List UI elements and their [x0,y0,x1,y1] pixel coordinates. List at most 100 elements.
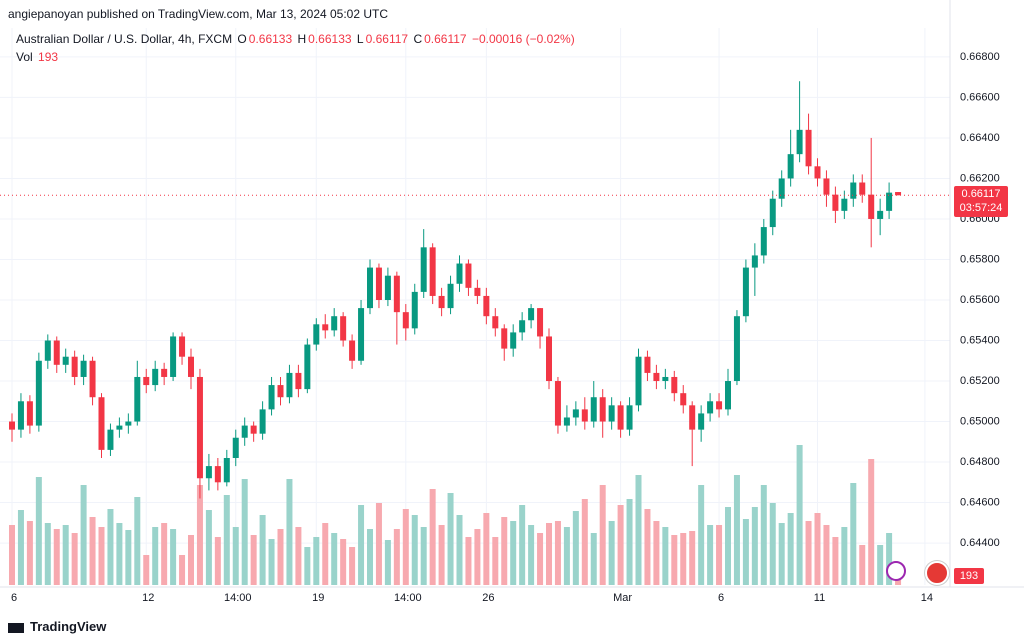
volume-bar [519,505,526,585]
candle-body [349,340,356,361]
volume-bar [340,539,347,585]
x-tick-label: 26 [482,592,494,604]
candle-body [832,194,839,211]
volume-bar [196,485,203,585]
volume-bar [644,509,651,585]
volume-bar [259,515,266,585]
volume-bar [680,533,687,585]
x-tick-label: 14:00 [394,592,422,604]
candle-body [26,401,33,426]
volume-bar [26,521,33,585]
candle-body [725,381,731,410]
candle-body [223,457,230,483]
candle-body [733,316,740,382]
change: −0.00016 (−0.02%) [471,32,575,46]
price-label: 0.66117 03:57:24 [954,186,1008,217]
candle-body [304,344,311,390]
candle-body [868,194,875,219]
volume-bar [751,507,758,585]
y-tick-label: 0.66400 [960,132,1000,144]
candle-body [384,275,391,300]
volume-bar [367,529,373,585]
volume-bar [420,527,427,585]
candle-body [563,417,570,426]
x-tick-label: Mar [613,592,632,604]
candle-body [707,401,714,414]
candle-body [393,275,400,313]
candle-body [742,267,749,317]
volume-bar [635,475,642,585]
candle-body [537,308,544,337]
volume-bar [662,527,669,585]
volume-bar [832,537,839,585]
volume-bar [599,485,606,585]
h-value: 0.66133 [308,32,352,46]
candle-body [644,356,651,373]
candle-body [751,255,758,268]
candle-body [626,405,633,430]
volume-bar [152,527,159,585]
volume-bar [707,525,714,585]
legend-volume: Vol 193 [16,50,60,64]
candle-body [599,397,606,422]
volume-bar [393,529,400,585]
y-tick-label: 0.64600 [960,496,1000,508]
volume-bar [295,527,302,585]
candle-body [886,192,893,211]
candle-body [9,421,15,430]
event-icon[interactable] [886,561,906,581]
candle-body [277,385,284,398]
volume-bar [823,525,830,585]
candle-body [170,336,177,377]
volume-bar [358,505,365,585]
candle-body [572,409,579,418]
candle-body [322,324,329,331]
volume-bar [796,445,803,585]
o-value: 0.66133 [248,32,293,46]
candle-body [877,210,884,219]
volume-bar [760,485,767,585]
candle-body [295,372,302,390]
candle-body [510,332,517,349]
candle-body [375,267,382,300]
candle-body [125,421,132,426]
volume-bar [868,459,875,585]
volume-bar [492,537,499,585]
volume-bar [841,527,848,585]
l-value: 0.66117 [365,32,409,46]
volume-bar [375,503,382,585]
symbol: Australian Dollar / U.S. Dollar, 4h, FXC… [16,32,233,46]
y-tick-label: 0.66200 [960,172,1000,184]
candle-body [358,308,365,361]
candle-body [89,360,96,398]
volume-bar [742,519,749,585]
flag-icon[interactable] [925,561,949,585]
candle-body [420,247,427,292]
candle-body [823,178,830,195]
x-tick-label: 12 [142,592,154,604]
brand-text: TradingView [30,619,107,634]
volume-bar [590,533,597,585]
y-tick-label: 0.65800 [960,253,1000,265]
candle-body [474,287,481,296]
y-tick-label: 0.66600 [960,91,1000,103]
x-tick-label: 19 [312,592,324,604]
y-tick-label: 0.65200 [960,375,1000,387]
candle-body [483,295,490,317]
volume-bar [689,531,696,585]
x-tick-label: 11 [814,592,825,604]
volume-bar [886,533,893,585]
volume-bar [581,499,588,585]
volume-bar [465,537,472,585]
candle-body [671,376,678,394]
volume-bar [44,523,51,585]
candle-body [313,324,320,345]
volume-bar [733,475,740,585]
volume-bar [80,485,87,585]
y-tick-label: 0.65600 [960,294,1000,306]
volume-bar [268,539,275,585]
volume-bar [304,547,311,585]
volume-bar [125,530,132,585]
price-label-value: 0.66117 [961,188,1001,200]
